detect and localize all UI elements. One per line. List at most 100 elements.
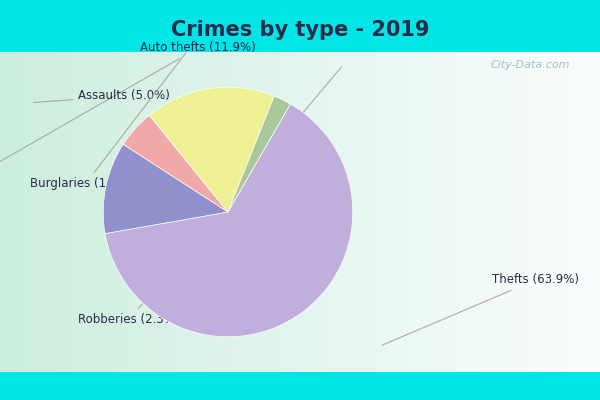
Bar xyxy=(228,52,234,372)
Bar xyxy=(174,52,180,372)
Bar xyxy=(216,52,222,372)
Bar xyxy=(150,52,156,372)
Bar xyxy=(474,52,480,372)
Bar xyxy=(30,52,36,372)
Bar xyxy=(234,52,240,372)
Bar xyxy=(366,52,372,372)
Bar xyxy=(396,52,402,372)
Bar xyxy=(12,52,18,372)
Text: Crimes by type - 2019: Crimes by type - 2019 xyxy=(171,20,429,40)
Bar xyxy=(354,52,360,372)
Bar xyxy=(462,52,468,372)
Bar xyxy=(450,52,456,372)
Bar xyxy=(306,52,312,372)
Bar xyxy=(486,52,492,372)
Bar xyxy=(282,52,288,372)
Bar xyxy=(408,52,414,372)
Bar xyxy=(348,52,354,372)
Bar xyxy=(0,52,6,372)
Bar xyxy=(456,52,462,372)
Bar xyxy=(144,52,150,372)
Wedge shape xyxy=(228,96,290,212)
Bar xyxy=(192,52,198,372)
Bar xyxy=(444,52,450,372)
Bar xyxy=(42,52,48,372)
Bar xyxy=(72,52,78,372)
Bar xyxy=(582,52,588,372)
Bar xyxy=(390,52,396,372)
Bar xyxy=(426,52,432,372)
Bar xyxy=(336,52,342,372)
Text: Burglaries (16.9%): Burglaries (16.9%) xyxy=(30,52,186,190)
Bar xyxy=(78,52,84,372)
Bar xyxy=(420,52,426,372)
Bar xyxy=(342,52,348,372)
Bar xyxy=(264,52,270,372)
Bar xyxy=(372,52,378,372)
Bar xyxy=(24,52,30,372)
Bar xyxy=(156,52,162,372)
Bar xyxy=(528,52,534,372)
Bar xyxy=(198,52,204,372)
Bar xyxy=(114,52,120,372)
Bar xyxy=(540,52,546,372)
Bar xyxy=(510,52,516,372)
Bar xyxy=(162,52,168,372)
Bar xyxy=(246,52,252,372)
Bar xyxy=(480,52,486,372)
Bar xyxy=(276,52,282,372)
Text: Auto thefts (11.9%): Auto thefts (11.9%) xyxy=(0,42,256,178)
Bar xyxy=(360,52,366,372)
Bar xyxy=(210,52,216,372)
Bar xyxy=(504,52,510,372)
Bar xyxy=(48,52,54,372)
Bar xyxy=(468,52,474,372)
Text: Thefts (63.9%): Thefts (63.9%) xyxy=(382,274,579,345)
Bar xyxy=(330,52,336,372)
Wedge shape xyxy=(103,144,228,234)
Bar xyxy=(384,52,390,372)
Bar xyxy=(402,52,408,372)
Bar xyxy=(18,52,24,372)
Text: City-Data.com: City-Data.com xyxy=(491,60,570,70)
Bar xyxy=(546,52,552,372)
Bar xyxy=(300,52,306,372)
Bar xyxy=(204,52,210,372)
Bar xyxy=(138,52,144,372)
Bar xyxy=(54,52,60,372)
Bar xyxy=(414,52,420,372)
Bar xyxy=(534,52,540,372)
Text: Robberies (2.3%): Robberies (2.3%) xyxy=(78,67,341,326)
Bar xyxy=(576,52,582,372)
Wedge shape xyxy=(123,115,228,212)
Bar xyxy=(552,52,558,372)
Bar xyxy=(252,52,258,372)
Bar xyxy=(570,52,576,372)
Bar xyxy=(120,52,126,372)
Bar xyxy=(588,52,594,372)
Bar xyxy=(594,52,600,372)
Bar xyxy=(258,52,264,372)
Bar xyxy=(186,52,192,372)
Bar xyxy=(294,52,300,372)
Bar xyxy=(498,52,504,372)
Bar xyxy=(516,52,522,372)
Wedge shape xyxy=(105,104,353,337)
Bar xyxy=(438,52,444,372)
Bar xyxy=(180,52,186,372)
Bar xyxy=(108,52,114,372)
Bar xyxy=(96,52,102,372)
Bar xyxy=(6,52,12,372)
Bar xyxy=(84,52,90,372)
Bar xyxy=(312,52,318,372)
Bar xyxy=(132,52,138,372)
Bar xyxy=(66,52,72,372)
Bar xyxy=(288,52,294,372)
Bar xyxy=(324,52,330,372)
Bar xyxy=(240,52,246,372)
Wedge shape xyxy=(149,87,274,212)
Bar xyxy=(168,52,174,372)
Bar xyxy=(90,52,96,372)
Bar xyxy=(432,52,438,372)
Bar xyxy=(36,52,42,372)
